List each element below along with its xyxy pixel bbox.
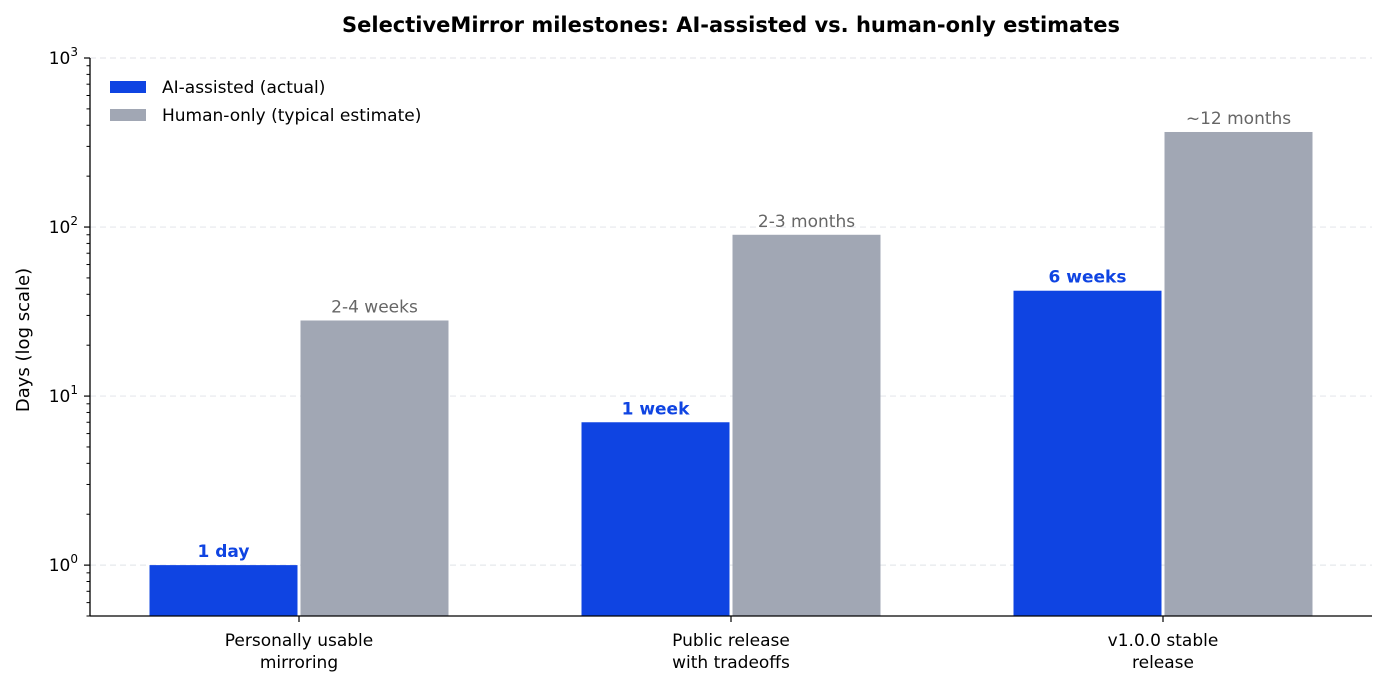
x-tick-label: v1.0.0 stable (1108, 631, 1219, 651)
bar-human-only (300, 320, 449, 616)
data-label-human: ~12 months (1186, 109, 1291, 129)
data-label-human: 2-4 weeks (331, 297, 418, 317)
data-label-ai: 1 day (198, 542, 250, 562)
y-tick-label: 102 (49, 214, 78, 238)
y-tick-label: 103 (49, 45, 78, 69)
x-tick-label: Public release (672, 631, 790, 651)
data-label-human: 2-3 months (758, 212, 855, 232)
y-tick-label: 100 (49, 552, 78, 576)
data-labels: 1 day 1 week 6 weeks 2-4 weeks 2-3 months ~12… (198, 109, 1292, 562)
data-label-ai: 6 weeks (1049, 268, 1127, 288)
legend-swatch (110, 109, 146, 121)
data-label-ai: 1 week (622, 399, 691, 419)
legend: AI-assisted (actual) Human-only (typical … (110, 78, 421, 126)
y-tick-label: 101 (49, 383, 78, 407)
legend-entry: AI-assisted (actual) (162, 78, 325, 98)
legend-entry: Human-only (typical estimate) (162, 106, 421, 126)
bar-ai-assisted (1013, 290, 1162, 616)
legend-swatch (110, 81, 146, 93)
bar-ai-assisted (581, 422, 730, 616)
x-tick-label: Personally usable (225, 631, 373, 651)
x-tick-label: with tradeoffs (672, 653, 790, 673)
bar-human-only (732, 234, 881, 617)
bars (149, 131, 1313, 617)
bar-ai-assisted (149, 565, 298, 616)
x-tick-label: release (1132, 653, 1194, 673)
x-tick-label: mirroring (260, 653, 338, 673)
bar-human-only (1164, 131, 1313, 616)
y-axis-title: Days (log scale) (13, 268, 34, 412)
chart-title: SelectiveMirror milestones: AI-assisted … (342, 13, 1120, 37)
